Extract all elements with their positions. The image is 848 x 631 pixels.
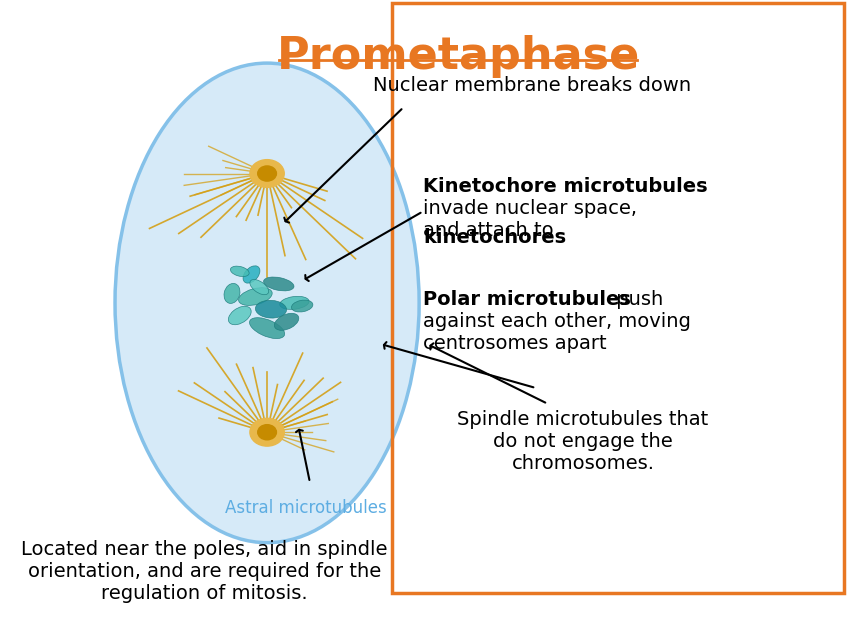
Ellipse shape — [275, 314, 298, 330]
Text: Kinetochore microtubules: Kinetochore microtubules — [423, 177, 707, 196]
Ellipse shape — [238, 288, 272, 305]
Text: push: push — [611, 290, 663, 309]
Text: Prometaphase: Prometaphase — [276, 35, 639, 78]
Text: Located near the poles, aid in spindle
orientation, and are required for the
reg: Located near the poles, aid in spindle o… — [21, 540, 388, 603]
Text: kinetochores: kinetochores — [423, 228, 566, 247]
Circle shape — [250, 160, 284, 187]
Circle shape — [258, 166, 276, 181]
Ellipse shape — [250, 280, 269, 295]
Ellipse shape — [228, 306, 251, 325]
Text: invade nuclear space,
and attach to: invade nuclear space, and attach to — [423, 199, 637, 240]
Text: against each other, moving
centrosomes apart: against each other, moving centrosomes a… — [423, 312, 691, 353]
Ellipse shape — [231, 266, 249, 276]
Ellipse shape — [280, 297, 309, 309]
Ellipse shape — [115, 63, 419, 543]
Text: Nuclear membrane breaks down: Nuclear membrane breaks down — [373, 76, 691, 95]
Ellipse shape — [243, 266, 260, 283]
Circle shape — [250, 418, 284, 446]
Ellipse shape — [255, 300, 287, 318]
Ellipse shape — [224, 283, 240, 304]
Ellipse shape — [249, 317, 285, 339]
Text: Spindle microtubules that
do not engage the
chromosomes.: Spindle microtubules that do not engage … — [457, 410, 709, 473]
Text: Polar microtubules: Polar microtubules — [423, 290, 631, 309]
Circle shape — [258, 425, 276, 440]
Ellipse shape — [264, 277, 294, 291]
Ellipse shape — [292, 300, 313, 312]
Text: Astral microtubules: Astral microtubules — [226, 499, 387, 517]
